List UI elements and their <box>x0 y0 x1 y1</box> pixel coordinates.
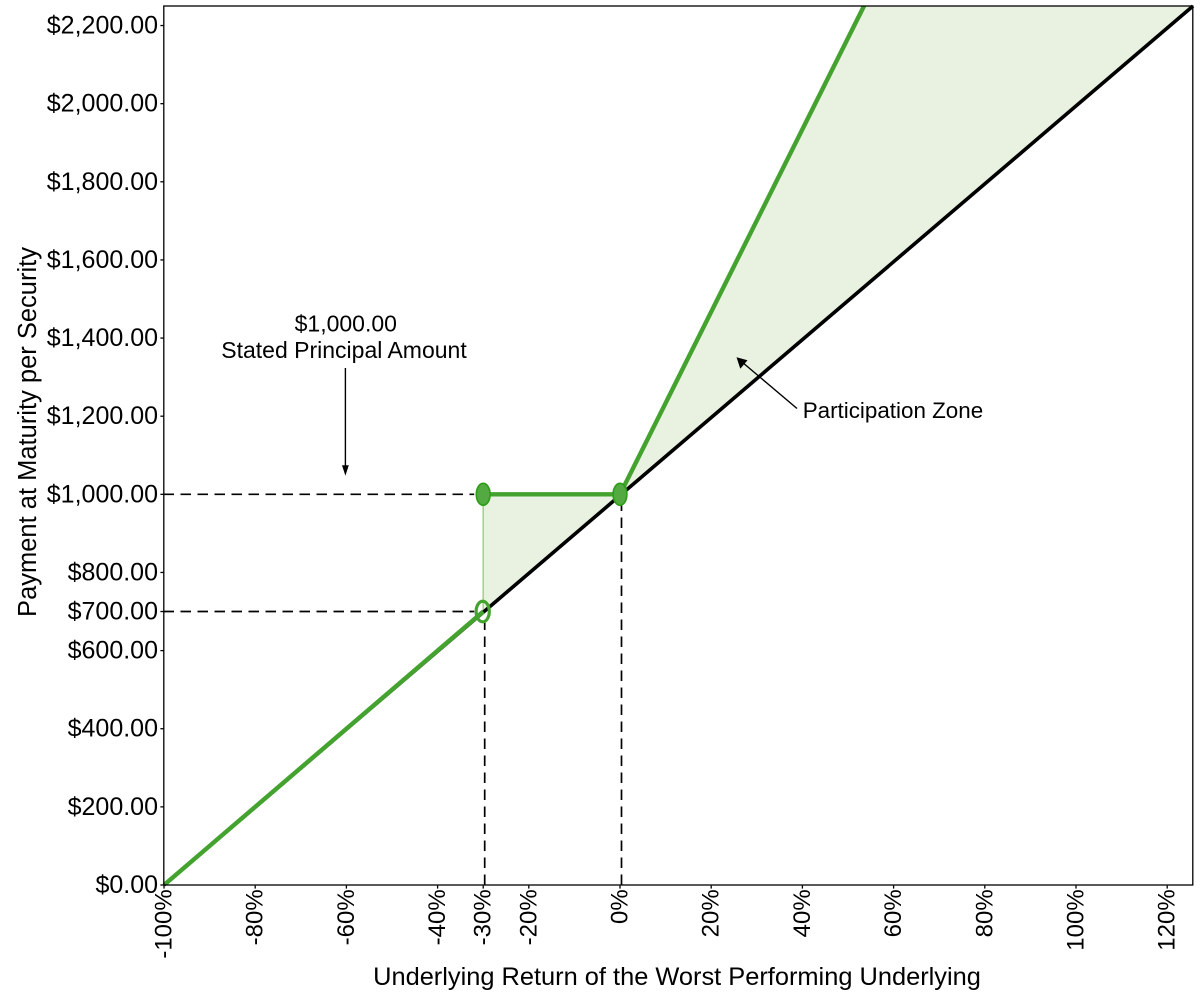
svg-text:-60%: -60% <box>333 889 360 945</box>
svg-text:$1,000.00: $1,000.00 <box>295 311 397 337</box>
svg-text:Participation Zone: Participation Zone <box>803 398 983 423</box>
svg-text:$1,400.00: $1,400.00 <box>47 324 158 352</box>
svg-text:-40%: -40% <box>424 889 451 945</box>
svg-text:20%: 20% <box>698 889 725 937</box>
svg-text:$600.00: $600.00 <box>68 637 158 665</box>
svg-text:100%: 100% <box>1063 889 1090 950</box>
svg-text:$1,800.00: $1,800.00 <box>47 168 158 196</box>
svg-text:-80%: -80% <box>242 889 269 945</box>
svg-text:80%: 80% <box>971 889 998 937</box>
svg-text:120%: 120% <box>1154 889 1181 950</box>
svg-text:Underlying Return of the Worst: Underlying Return of the Worst Performin… <box>373 963 981 991</box>
svg-text:$0.00: $0.00 <box>95 871 158 899</box>
svg-text:0%: 0% <box>607 889 634 924</box>
svg-text:$200.00: $200.00 <box>68 793 158 821</box>
svg-text:40%: 40% <box>789 889 816 937</box>
svg-text:$700.00: $700.00 <box>68 598 158 626</box>
svg-text:-20%: -20% <box>515 889 542 945</box>
svg-text:-30%: -30% <box>470 889 497 945</box>
svg-text:Payment at Maturity per Securi: Payment at Maturity per Security <box>14 247 42 617</box>
svg-text:$1,200.00: $1,200.00 <box>47 402 158 430</box>
svg-text:$800.00: $800.00 <box>68 558 158 586</box>
svg-text:$2,200.00: $2,200.00 <box>47 12 158 40</box>
svg-text:$1,000.00: $1,000.00 <box>47 480 158 508</box>
svg-text:60%: 60% <box>880 889 907 937</box>
svg-text:-100%: -100% <box>151 889 178 958</box>
svg-text:$400.00: $400.00 <box>68 715 158 743</box>
svg-text:Stated Principal Amount: Stated Principal Amount <box>221 337 467 363</box>
svg-text:$1,600.00: $1,600.00 <box>47 246 158 274</box>
svg-text:$2,000.00: $2,000.00 <box>47 90 158 118</box>
